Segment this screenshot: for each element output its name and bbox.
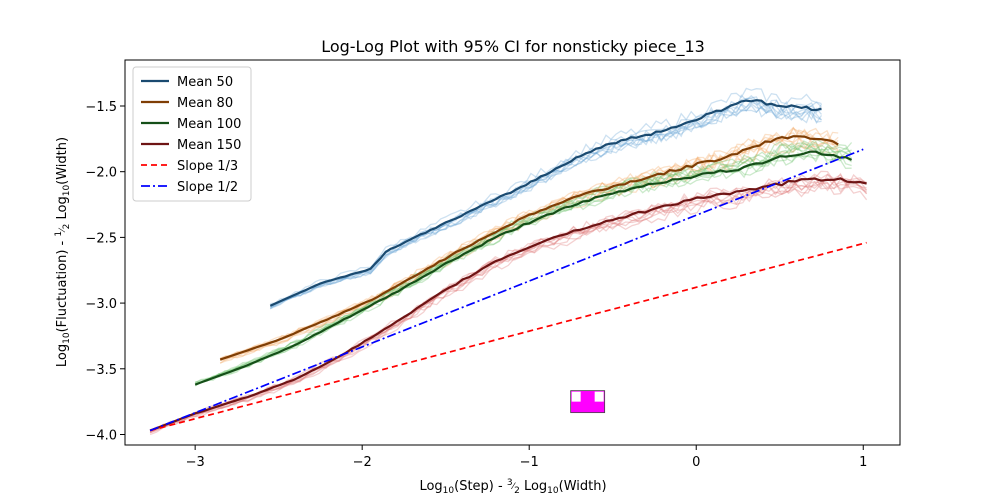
series-line-4 bbox=[149, 241, 867, 432]
ci-trace-1-8 bbox=[219, 141, 839, 364]
ci-trace-3-5 bbox=[149, 172, 868, 431]
chart-title: Log-Log Plot with 95% CI for nonsticky p… bbox=[321, 37, 705, 57]
ci-trace-2-3 bbox=[195, 142, 853, 383]
y-tick-label: −3.5 bbox=[85, 363, 117, 378]
ci-trace-3-8 bbox=[149, 178, 868, 434]
legend-label-2: Mean 100 bbox=[177, 117, 241, 132]
ci-trace-2-5 bbox=[195, 143, 852, 385]
annotation-marker bbox=[570, 390, 606, 414]
ci-trace-0-3 bbox=[269, 102, 822, 310]
legend-label-3: Mean 150 bbox=[177, 138, 241, 153]
series-line-3 bbox=[149, 177, 867, 432]
x-tick-label: −3 bbox=[186, 455, 205, 470]
legend-label-0: Mean 50 bbox=[177, 75, 233, 90]
series-line-1 bbox=[219, 135, 839, 361]
ci-trace-0-1 bbox=[270, 104, 822, 310]
x-tick-label: 0 bbox=[692, 455, 700, 470]
series-line-5 bbox=[149, 148, 864, 432]
x-axis: −3 −2 −1 0 1 bbox=[186, 445, 867, 470]
plot-area bbox=[149, 87, 868, 436]
ci-trace-0-6 bbox=[269, 102, 823, 309]
y-axis-label: Log10(Fluctuation) - 1⁄2 Log10(Width) bbox=[54, 137, 72, 367]
ci-trace-3-2 bbox=[149, 182, 868, 436]
y-tick-label: −3.0 bbox=[85, 297, 117, 312]
ci-trace-3-0 bbox=[149, 178, 867, 434]
ci-trace-2-8 bbox=[194, 149, 853, 386]
ci-trace-0-8 bbox=[269, 96, 822, 308]
y-tick-label: −1.5 bbox=[85, 100, 117, 115]
ci-trace-3-6 bbox=[149, 179, 867, 434]
legend-box bbox=[132, 66, 252, 202]
x-tick-label: −1 bbox=[520, 455, 539, 470]
ci-trace-2-2 bbox=[194, 148, 852, 386]
y-tick-label: −4.0 bbox=[85, 428, 117, 443]
series-line-2 bbox=[194, 150, 853, 386]
x-axis-label: Log10(Step) - 3⁄2 Log10(Width) bbox=[419, 478, 606, 496]
ci-trace-1-0 bbox=[219, 137, 839, 364]
ci-trace-0-7 bbox=[270, 87, 822, 305]
y-axis: −4.0 −3.5 −3.0 −2.5 −2.0 −1.5 bbox=[85, 100, 125, 443]
x-tick-label: 1 bbox=[859, 455, 867, 470]
legend-label-1: Mean 80 bbox=[177, 96, 233, 111]
y-tick-label: −2.5 bbox=[85, 231, 117, 246]
ci-trace-3-3 bbox=[149, 170, 867, 432]
y-tick-label: −2.0 bbox=[85, 166, 117, 181]
legend-label-4: Slope 1/3 bbox=[177, 159, 238, 174]
ci-trace-3-1 bbox=[150, 173, 867, 431]
plot-frame bbox=[124, 59, 901, 446]
legend: Mean 50 Mean 80 Mean 100 Mean 150 Slope 1/3 S… bbox=[132, 66, 252, 202]
legend-label-5: Slope 1/2 bbox=[177, 180, 238, 195]
ci-trace-3-4 bbox=[149, 181, 868, 433]
series-line-0 bbox=[269, 99, 822, 307]
x-tick-label: −2 bbox=[353, 455, 372, 470]
ci-trace-2-4 bbox=[194, 138, 853, 384]
